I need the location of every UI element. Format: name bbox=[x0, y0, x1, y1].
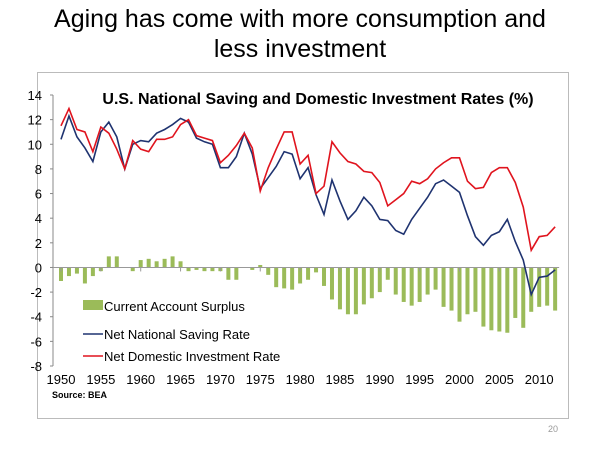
bar-current-account bbox=[130, 267, 135, 272]
bar-current-account bbox=[545, 267, 550, 306]
bar-current-account bbox=[553, 267, 558, 311]
legend-label: Current Account Surplus bbox=[104, 299, 245, 314]
bar-current-account bbox=[154, 261, 159, 268]
bar-current-account bbox=[74, 267, 79, 274]
y-tick-label: -4 bbox=[30, 310, 42, 325]
line-net-national-saving-rate bbox=[60, 113, 556, 298]
bar-current-account bbox=[66, 267, 71, 277]
bar-current-account bbox=[529, 267, 534, 312]
bar-current-account bbox=[353, 267, 358, 315]
bar-current-account bbox=[314, 267, 319, 273]
y-tick-label: 12 bbox=[28, 113, 42, 128]
chart-source: Source: BEA bbox=[52, 390, 108, 400]
x-tick-label: 2005 bbox=[485, 372, 514, 387]
bar-current-account bbox=[82, 267, 87, 284]
y-tick-label: 14 bbox=[28, 88, 42, 103]
bar-current-account bbox=[473, 267, 478, 312]
x-tick-label: 1960 bbox=[126, 372, 155, 387]
bar-current-account bbox=[441, 267, 446, 307]
bar-current-account bbox=[202, 267, 207, 272]
x-tick-label: 1995 bbox=[405, 372, 434, 387]
x-tick-label: 1980 bbox=[286, 372, 315, 387]
bar-current-account bbox=[361, 267, 366, 305]
x-tick-label: 2010 bbox=[525, 372, 554, 387]
bar-current-account bbox=[521, 267, 526, 328]
chart-title: U.S. National Saving and Domestic Invest… bbox=[102, 91, 533, 108]
bar-current-account bbox=[329, 267, 334, 300]
bar-current-account bbox=[513, 267, 518, 318]
bar-current-account bbox=[138, 260, 143, 268]
x-tick-label: 1985 bbox=[325, 372, 354, 387]
bar-current-account bbox=[306, 267, 311, 280]
bar-current-account bbox=[369, 267, 374, 299]
bar-current-account bbox=[465, 267, 470, 315]
bar-current-account bbox=[449, 267, 454, 311]
bar-current-account bbox=[186, 267, 191, 272]
y-tick-label: 8 bbox=[35, 162, 42, 177]
bar-current-account bbox=[194, 267, 199, 270]
bar-current-account bbox=[90, 267, 95, 277]
bar-current-account bbox=[282, 267, 287, 289]
bar-current-account bbox=[401, 267, 406, 302]
bar-current-account bbox=[258, 264, 263, 268]
bar-current-account bbox=[393, 267, 398, 295]
slide-title-line1: Aging has come with more consumption and bbox=[54, 5, 546, 33]
y-tick-label: -2 bbox=[30, 285, 42, 300]
slide-title: Aging has come with more consumption and… bbox=[0, 4, 600, 64]
x-tick-label: 1955 bbox=[86, 372, 115, 387]
bar-current-account bbox=[114, 256, 119, 268]
bar-current-account bbox=[274, 267, 279, 288]
page-number: 20 bbox=[548, 424, 559, 434]
bar-current-account bbox=[505, 267, 510, 333]
bar-current-account bbox=[234, 267, 239, 280]
line-net-domestic-investment-rate bbox=[60, 106, 556, 253]
bar-current-account bbox=[537, 267, 542, 307]
y-tick-label: 2 bbox=[35, 236, 42, 251]
bar-current-account bbox=[457, 267, 462, 322]
bar-current-account bbox=[298, 267, 303, 284]
bar-current-account bbox=[210, 267, 215, 272]
x-tick-label: 2000 bbox=[445, 372, 474, 387]
bar-current-account bbox=[409, 267, 414, 306]
bar-current-account bbox=[170, 256, 175, 268]
bar-current-account bbox=[106, 256, 111, 268]
bar-current-account bbox=[337, 267, 342, 310]
bar-current-account bbox=[290, 267, 295, 290]
bar-current-account bbox=[146, 258, 151, 268]
bar-current-account bbox=[266, 267, 271, 275]
x-tick-label: 1970 bbox=[206, 372, 235, 387]
bar-current-account bbox=[226, 267, 231, 280]
bar-current-account bbox=[489, 267, 494, 331]
x-tick-label: 1950 bbox=[47, 372, 76, 387]
bar-current-account bbox=[425, 267, 430, 295]
bar-current-account bbox=[433, 267, 438, 290]
bar-current-account bbox=[345, 267, 350, 315]
y-tick-label: 6 bbox=[35, 187, 42, 202]
x-tick-label: 1965 bbox=[166, 372, 195, 387]
x-tick-label: 1975 bbox=[246, 372, 275, 387]
bar-current-account bbox=[481, 267, 486, 327]
y-tick-label: 0 bbox=[35, 260, 42, 275]
y-tick-label: -8 bbox=[30, 359, 42, 374]
y-tick-label: 10 bbox=[28, 137, 42, 152]
bar-current-account bbox=[417, 267, 422, 302]
bar-current-account bbox=[322, 267, 327, 286]
y-tick-label: -6 bbox=[30, 334, 42, 349]
bar-current-account bbox=[178, 261, 183, 268]
bar-current-account bbox=[250, 267, 255, 270]
bar-current-account bbox=[385, 267, 390, 280]
bar-current-account bbox=[59, 267, 63, 282]
legend-label: Net Domestic Investment Rate bbox=[104, 349, 280, 364]
y-tick-label: 4 bbox=[35, 211, 42, 226]
slide-title-line2: less investment bbox=[213, 35, 387, 63]
bar-current-account bbox=[377, 267, 382, 293]
bar-current-account bbox=[497, 267, 502, 332]
chart-frame bbox=[37, 72, 569, 419]
bar-current-account bbox=[162, 258, 167, 268]
legend-label: Net National Saving Rate bbox=[104, 327, 250, 342]
legend-swatch-current-account bbox=[83, 300, 103, 310]
x-tick-label: 1990 bbox=[365, 372, 394, 387]
